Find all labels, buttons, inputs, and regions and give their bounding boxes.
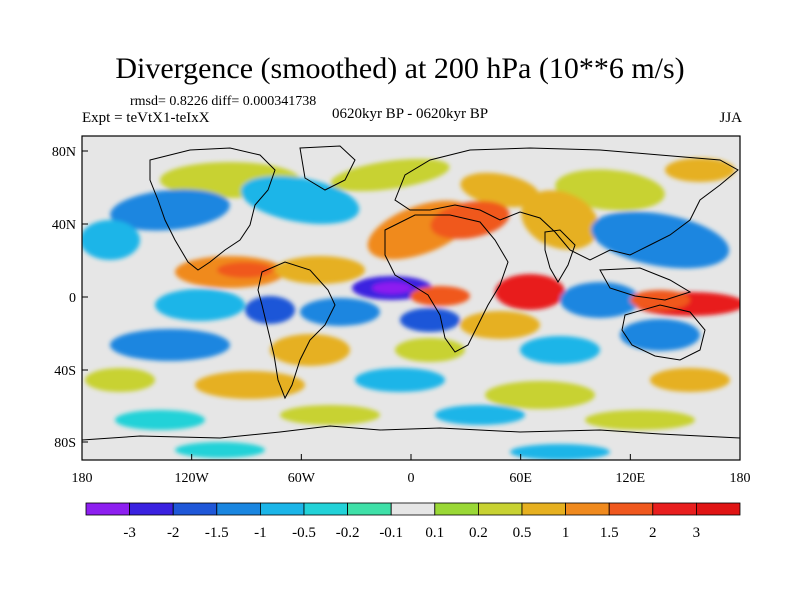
colorbar-label: 0.5 [513,525,532,541]
field-patch [372,282,412,294]
experiment-label: Expt = teVtX1-teIxX [82,110,210,126]
stats-text: rmsd= 0.8226 diff= 0.000341738 [130,94,317,109]
coast-north-america [149,147,276,271]
field-patch [175,442,265,458]
colorbar-swatch [303,502,348,516]
colorbar-label: -3 [123,525,136,541]
colorbar-swatch [652,502,697,516]
field-patch [82,220,140,260]
colorbar-swatch [477,502,523,516]
field-patch [195,371,305,399]
coast-europe-asia [394,147,739,261]
field-patch [620,319,700,351]
field-patch [555,169,665,211]
season-label: JJA [719,110,742,126]
y-tick-label: 0 [69,291,76,306]
field-patch [110,189,230,231]
field-patch [400,308,460,332]
colorbar-swatch [129,502,174,516]
field-patch [560,282,640,318]
field-patch [460,311,540,339]
colorbar-label: 0.1 [425,525,444,541]
colorbar-swatch [216,502,261,516]
coast-greenland [299,145,356,191]
field-patch [245,296,295,324]
field-patch [330,158,450,192]
coast-indian-subcontinent [544,229,576,283]
colorbar-label: -0.5 [292,525,316,541]
field-patch [280,405,380,425]
period-label: 0620kyr BP - 0620kyr BP [331,106,489,122]
field-patch [300,298,380,326]
colorbar-swatch [565,502,610,516]
x-tick-label: 60E [509,471,532,486]
field-patch [217,262,273,278]
colorbar-swatch [259,502,305,516]
x-tick-label: 60W [288,471,316,486]
field-patch [495,274,565,310]
colorbar-label: -0.2 [336,525,360,541]
coast-antarctica [82,425,740,441]
colorbar-swatch [347,502,392,516]
colorbar-label: 2 [649,525,657,541]
colorbar-swatch [172,502,218,516]
colorbar-swatch [85,502,130,516]
coast-south-america [257,261,336,400]
colorbar-label: 1.5 [600,525,619,541]
colorbar-label: 3 [693,525,701,541]
colorbar-label: -0.1 [379,525,403,541]
x-tick-label: 180 [72,471,93,486]
field-patch [650,368,730,392]
colorbar-label: -2 [167,525,180,541]
y-tick-label: 80N [52,145,76,160]
field-patch [630,290,690,310]
field-patch [270,334,350,366]
field-patch [521,190,599,250]
x-tick-label: 0 [408,471,415,486]
field-patch [435,405,525,425]
x-tick-label: 120W [175,471,210,486]
colorbar-label: -1.5 [205,525,229,541]
plot-title: Divergence (smoothed) at 200 hPa (10**6 … [115,52,685,85]
field-patch [275,256,365,284]
field-patch [410,286,470,306]
field-patch [85,368,155,392]
y-axis: 80N 40N 0 40S 80S [52,145,88,451]
colorbar-swatch [390,502,436,516]
colorbar-swatch [608,502,654,516]
coast-africa [384,214,509,353]
x-tick-label: 180 [730,471,751,486]
field-patch [110,329,230,361]
colorbar-swatch [521,502,566,516]
field-patch [520,336,600,364]
field-patch [460,172,540,208]
x-tick-label: 120E [616,471,646,486]
coastlines [82,145,740,441]
colorbar-swatch [696,502,741,516]
colorbar-label: 1 [562,525,570,541]
field-patch [355,368,445,392]
field-patch [585,410,695,430]
field-layer [82,136,740,460]
y-tick-label: 40N [52,218,76,233]
coast-southeast-asia [599,267,692,301]
colorbar-label: -1 [254,525,267,541]
y-tick-label: 40S [54,364,76,379]
field-patch [485,381,595,409]
x-axis: 180 120W 60W 0 60E 120E 180 [72,454,751,486]
field-patch [510,444,610,460]
field-patch [155,289,245,321]
field-patch [665,158,735,182]
colorbar-label: 0.2 [469,525,488,541]
field-patch [395,338,465,362]
coast-australia [621,304,706,361]
colorbar: -3 -2 -1.5 -1 -0.5 -0.2 -0.1 0.1 0.2 0.5 1 1.5 2 3 [85,502,741,541]
colorbar-swatch [434,502,479,516]
field-patch [115,410,205,430]
y-tick-label: 80S [54,436,76,451]
